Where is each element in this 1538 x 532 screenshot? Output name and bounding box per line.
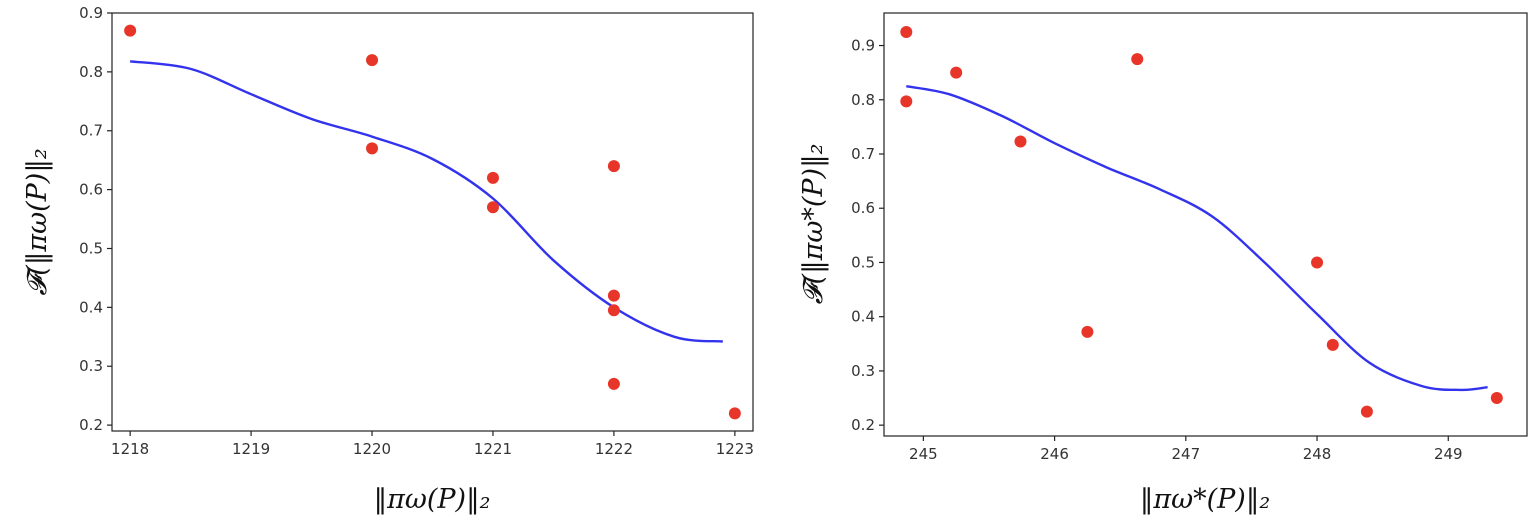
- x-tick-label-right: 248: [1303, 445, 1332, 463]
- y-tick-label-left: 0.3: [79, 357, 103, 375]
- plot-frame-left: [111, 12, 754, 432]
- data-point-right: [1326, 338, 1339, 351]
- x-tick-label-left: 1223: [716, 440, 754, 458]
- y-tick-label-left: 0.6: [79, 181, 103, 199]
- y-tick-label-left: 0.5: [79, 239, 103, 257]
- x-tick-label-left: 1221: [474, 440, 512, 458]
- y-tick-label-left: 0.8: [79, 63, 103, 81]
- fit-curve-left: [129, 60, 723, 343]
- data-point-left: [607, 377, 620, 390]
- data-point-right: [1360, 405, 1373, 418]
- data-point-right: [900, 95, 913, 108]
- chart-left: 1218 1219 1220 1221 1222 1223 0.2 0.3 0.4 0.5 0.6…: [22, 4, 754, 515]
- y-tick-label-right: 0.6: [851, 199, 875, 217]
- y-tick-label-right: 0.9: [851, 37, 875, 55]
- chart-right: 245 246 247 248 249 0.2 0.3 0.4 0.5 0.6 0.7 0.8 0.9…: [798, 12, 1528, 515]
- x-tick-label-left: 1218: [111, 440, 149, 458]
- x-axis-label-right: ‖πω*(P)‖₂: [1140, 484, 1270, 515]
- data-point-left: [728, 407, 741, 420]
- y-tick-label-right: 0.7: [851, 145, 875, 163]
- data-point-right: [900, 25, 913, 38]
- y-tick-label-right: 0.5: [851, 253, 875, 271]
- x-tick-label-right: 247: [1171, 445, 1200, 463]
- data-point-right: [1311, 256, 1324, 269]
- data-point-right: [1490, 392, 1503, 405]
- plot-frame-right: [883, 12, 1528, 437]
- data-point-right: [1014, 135, 1027, 148]
- data-point-left: [366, 142, 379, 155]
- x-tick-label-right: 246: [1040, 445, 1069, 463]
- data-point-left: [124, 24, 137, 37]
- data-point-right: [950, 66, 963, 79]
- x-tick-label-left: 1219: [232, 440, 270, 458]
- data-point-left: [607, 304, 620, 317]
- x-axis-label-left: ‖πω(P)‖₂: [374, 484, 491, 515]
- x-tick-label-right: 245: [909, 445, 938, 463]
- y-tick-label-left: 0.4: [79, 298, 103, 316]
- y-axis-label-right: 𝓕(‖πω*(P)‖₂: [798, 144, 829, 305]
- y-tick-label-right: 0.3: [851, 362, 875, 380]
- fit-curve-right: [906, 85, 1488, 392]
- y-axis-label-left: 𝓕(‖πω(P)‖₂: [22, 148, 53, 295]
- data-point-left: [366, 54, 379, 67]
- y-tick-label-right: 0.2: [851, 416, 875, 434]
- data-point-left: [607, 289, 620, 302]
- y-tick-label-right: 0.4: [851, 308, 875, 326]
- data-point-right: [1081, 325, 1094, 338]
- y-tick-label-left: 0.9: [79, 4, 103, 22]
- data-point-right: [1131, 53, 1144, 66]
- x-tick-label-left: 1222: [595, 440, 633, 458]
- x-tick-label-left: 1220: [353, 440, 391, 458]
- data-point-left: [486, 201, 499, 214]
- data-point-left: [486, 171, 499, 184]
- y-tick-label-left: 0.2: [79, 416, 103, 434]
- y-tick-label-right: 0.8: [851, 91, 875, 109]
- x-tick-label-right: 249: [1434, 445, 1463, 463]
- data-point-left: [607, 160, 620, 173]
- y-tick-label-left: 0.7: [79, 122, 103, 140]
